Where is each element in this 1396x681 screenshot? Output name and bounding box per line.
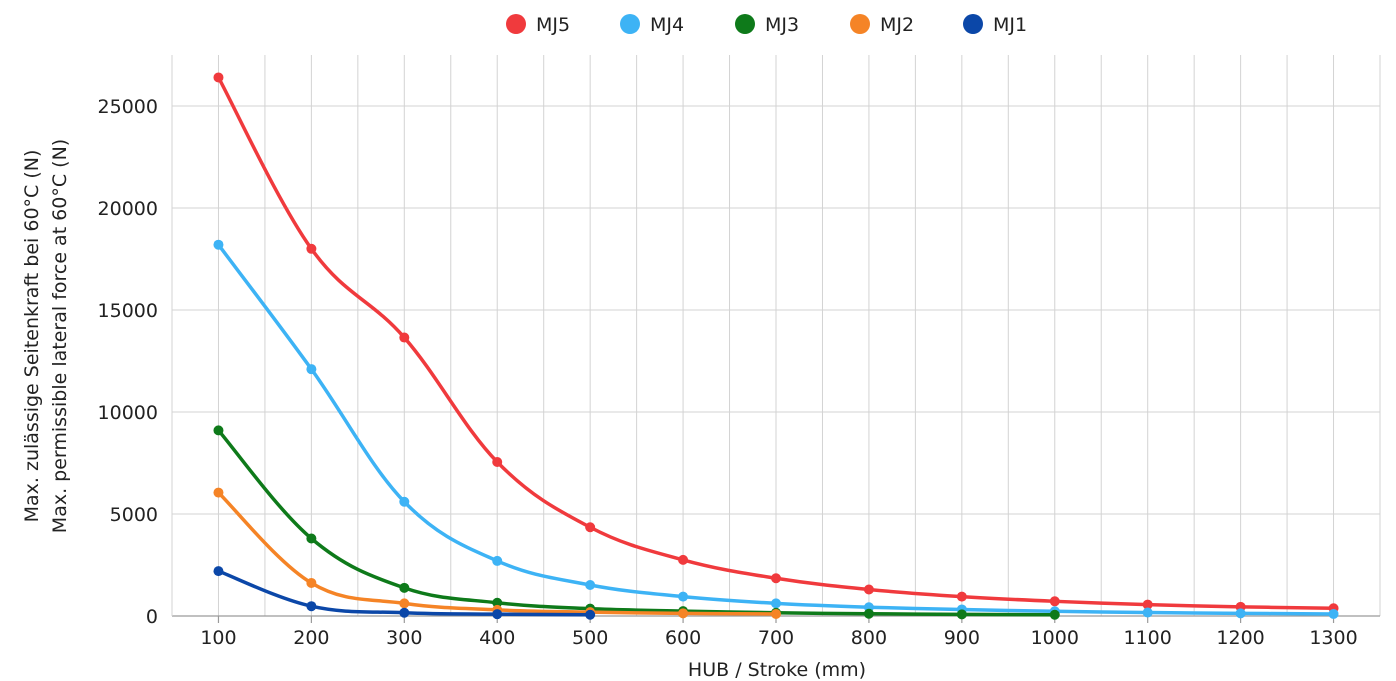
data-point-mj5: [306, 243, 317, 254]
legend-marker-mj2: [850, 14, 870, 34]
data-point-mj1: [213, 566, 224, 577]
legend-label-mj1: MJ1: [993, 14, 1027, 36]
data-point-mj5: [213, 72, 224, 83]
x-tick-label: 900: [944, 627, 980, 649]
x-tick-label: 300: [386, 627, 422, 649]
y-tick-label: 20000: [98, 198, 158, 220]
y-axis-title-line-1: Max. zulässige Seitenkraft bei 60°C (N): [21, 150, 43, 523]
x-tick-label: 1200: [1216, 627, 1264, 649]
y-tick-label: 0: [146, 606, 158, 628]
data-point-mj3: [399, 582, 410, 593]
data-point-mj5: [678, 554, 689, 565]
x-tick-label: 600: [665, 627, 701, 649]
legend-marker-mj1: [963, 14, 983, 34]
legend-item-mj3: MJ3: [735, 14, 799, 36]
data-point-mj1: [399, 607, 410, 618]
data-point-mj1: [585, 609, 596, 620]
x-tick-label: 100: [200, 627, 236, 649]
legend-marker-mj3: [735, 14, 755, 34]
data-point-mj3: [306, 533, 317, 544]
data-point-mj2: [306, 577, 317, 588]
legend-label-mj4: MJ4: [650, 14, 684, 36]
x-tick-label: 800: [851, 627, 887, 649]
data-point-mj2: [771, 608, 781, 619]
data-point-mj5: [1049, 596, 1060, 607]
series-line-mj5: [216, 75, 1336, 610]
data-point-mj5: [585, 522, 596, 533]
data-point-mj4: [306, 364, 317, 375]
x-tick-label: 700: [758, 627, 794, 649]
data-point-mj2: [213, 487, 224, 498]
data-point-mj5: [399, 332, 410, 343]
x-tick-label: 500: [572, 627, 608, 649]
x-tick-label: 400: [479, 627, 515, 649]
data-point-mj4: [1142, 607, 1153, 618]
y-axis-title-line-2: Max. permissible lateral force at 60°C (…: [49, 139, 71, 533]
series-layer: [213, 72, 1339, 620]
x-tick-label: 200: [293, 627, 329, 649]
data-point-mj4: [678, 591, 689, 602]
legend-item-mj1: MJ1: [963, 14, 1027, 36]
data-point-mj5: [1142, 599, 1153, 610]
data-point-mj4: [399, 496, 410, 507]
grid: [172, 55, 1381, 616]
y-tick-label: 15000: [98, 300, 158, 322]
axes: 100 200 300 400 500 600 700 800 900 1000 1100 1200 1…: [98, 55, 1380, 649]
y-tick-label: 25000: [98, 96, 158, 118]
legend-item-mj2: MJ2: [850, 14, 914, 36]
data-point-mj4: [1235, 608, 1246, 619]
y-tick-label: 5000: [110, 504, 158, 526]
x-axis-title: HUB / Stroke (mm): [688, 659, 866, 681]
data-point-mj5: [863, 584, 874, 595]
data-point-mj3: [956, 609, 967, 620]
data-point-mj4: [585, 579, 596, 590]
x-tick-label: 1000: [1031, 627, 1079, 649]
data-point-mj4: [1328, 608, 1339, 619]
data-point-mj5: [956, 591, 967, 602]
data-point-mj5: [492, 456, 503, 467]
data-point-mj2: [678, 608, 689, 619]
legend: MJ5 MJ4 MJ3 MJ2 MJ1: [506, 14, 1027, 36]
series-line-mj3: [216, 428, 1057, 617]
legend-item-mj5: MJ5: [506, 14, 570, 36]
data-point-mj1: [306, 601, 317, 612]
legend-item-mj4: MJ4: [620, 14, 684, 36]
y-tick-label: 10000: [98, 402, 158, 424]
legend-label-mj5: MJ5: [536, 14, 570, 36]
data-point-mj4: [213, 239, 224, 250]
series-mj1: [213, 566, 596, 620]
data-point-mj1: [492, 609, 503, 620]
data-point-mj4: [492, 555, 503, 566]
data-point-mj3: [213, 425, 224, 436]
data-point-mj3: [492, 597, 503, 608]
data-point-mj2: [399, 598, 410, 609]
data-point-mj4: [771, 598, 781, 609]
data-point-mj3: [863, 608, 874, 619]
legend-label-mj2: MJ2: [880, 14, 914, 36]
data-point-mj3: [1049, 609, 1060, 620]
legend-label-mj3: MJ3: [765, 14, 799, 36]
data-point-mj5: [771, 573, 781, 584]
x-tick-label: 1300: [1309, 627, 1357, 649]
x-tick-label: 1100: [1124, 627, 1172, 649]
legend-marker-mj5: [506, 14, 526, 34]
legend-marker-mj4: [620, 14, 640, 34]
